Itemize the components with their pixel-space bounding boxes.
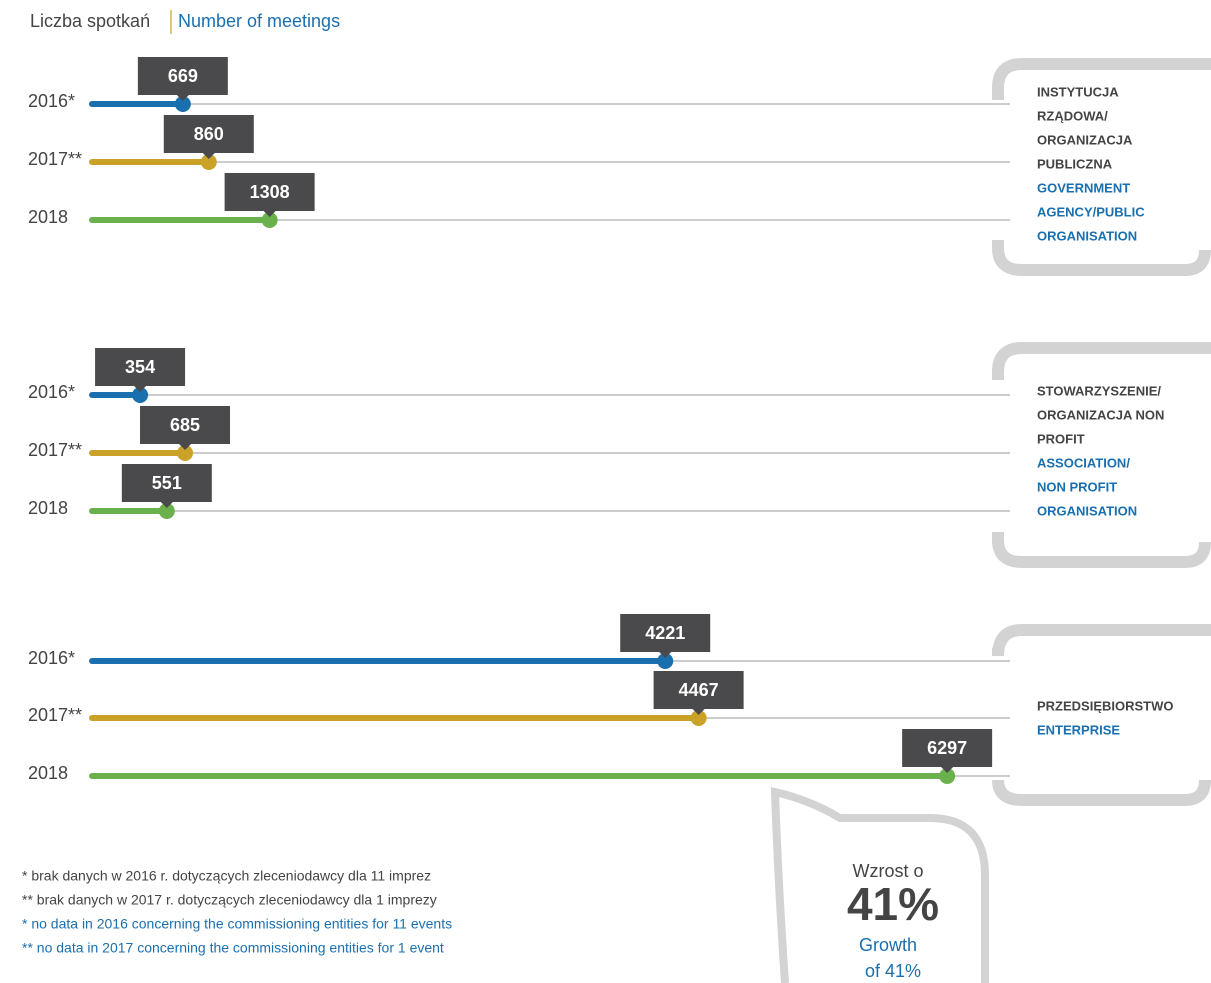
footnote-pl: * brak danych w 2016 r. dotyczących zlec… [22,868,431,884]
bracket [992,532,1211,568]
bubble-text: Wzrost o [852,861,923,881]
category-label-pl: INSTYTUCJA [1037,84,1119,99]
value-label: 6297 [927,738,967,758]
value-box [140,406,231,450]
bracket [992,624,1211,657]
year-label: 2016* [28,648,75,668]
bar-dot [200,154,217,170]
bracket [992,779,1211,806]
value-box [95,348,186,392]
bubble-text: of 41% [865,961,921,981]
year-label: 2017** [28,440,82,460]
category-label-pl: RZĄDOWA/ [1037,108,1108,123]
category-label-en: ASSOCIATION/ [1037,455,1130,470]
bar-dot [158,503,175,519]
speech-bubble [770,786,989,983]
category-label-en: ORGANISATION [1037,228,1137,243]
value-box [620,614,711,658]
category-label-pl: ORGANIZACJA NON [1037,407,1164,422]
value-box [137,57,228,101]
bracket [992,342,1211,380]
year-label: 2017** [28,149,82,169]
category-label-en: NON PROFIT [1037,479,1117,494]
bar-dot [132,387,149,403]
title-pl: Liczba spotkań [30,11,150,31]
title-en: Number of meetings [178,11,340,31]
footnote-pl: ** brak danych w 2017 r. dotyczących zle… [22,892,437,908]
value-label: 685 [170,415,200,435]
category-label-pl: PRZEDSIĘBIORSTWO [1037,698,1174,713]
value-label: 4467 [679,680,719,700]
year-label: 2018 [28,498,68,518]
value-box [163,115,254,159]
value-box [902,729,993,773]
category-label-pl: PUBLICZNA [1037,156,1113,171]
bracket [992,240,1211,276]
category-label-en: ORGANISATION [1037,503,1137,518]
year-label: 2016* [28,382,75,402]
category-label-en: AGENCY/PUBLIC [1037,204,1145,219]
value-label: 669 [168,66,198,86]
bubble-text: Growth [859,935,917,955]
value-box [224,173,315,217]
year-label: 2018 [28,763,68,783]
value-label: 1308 [250,182,290,202]
value-label: 354 [125,357,155,377]
category-label-pl: ORGANIZACJA [1037,132,1133,147]
category-label-en: GOVERNMENT [1037,180,1130,195]
category-label-pl: PROFIT [1037,431,1085,446]
footnote-en: ** no data in 2017 concerning the commis… [22,940,444,956]
bar-dot [177,445,194,461]
year-label: 2018 [28,207,68,227]
value-box [653,671,744,715]
bar-dot [261,212,278,228]
value-box [121,464,212,508]
category-label-pl: STOWARZYSZENIE/ [1037,383,1161,398]
footnote-en: * no data in 2016 concerning the commiss… [22,916,452,932]
value-label: 860 [194,124,224,144]
value-label: 551 [152,473,182,493]
bar-dot [690,710,707,726]
category-label-en: ENTERPRISE [1037,722,1120,737]
bar-dot [174,96,191,112]
bracket [992,58,1211,100]
bar-dot [657,653,674,669]
year-label: 2016* [28,91,75,111]
year-label: 2017** [28,705,82,725]
value-label: 4221 [645,623,685,643]
bubble-big: 41% [847,878,939,930]
bar-dot [939,768,956,784]
brackets [770,58,1211,983]
